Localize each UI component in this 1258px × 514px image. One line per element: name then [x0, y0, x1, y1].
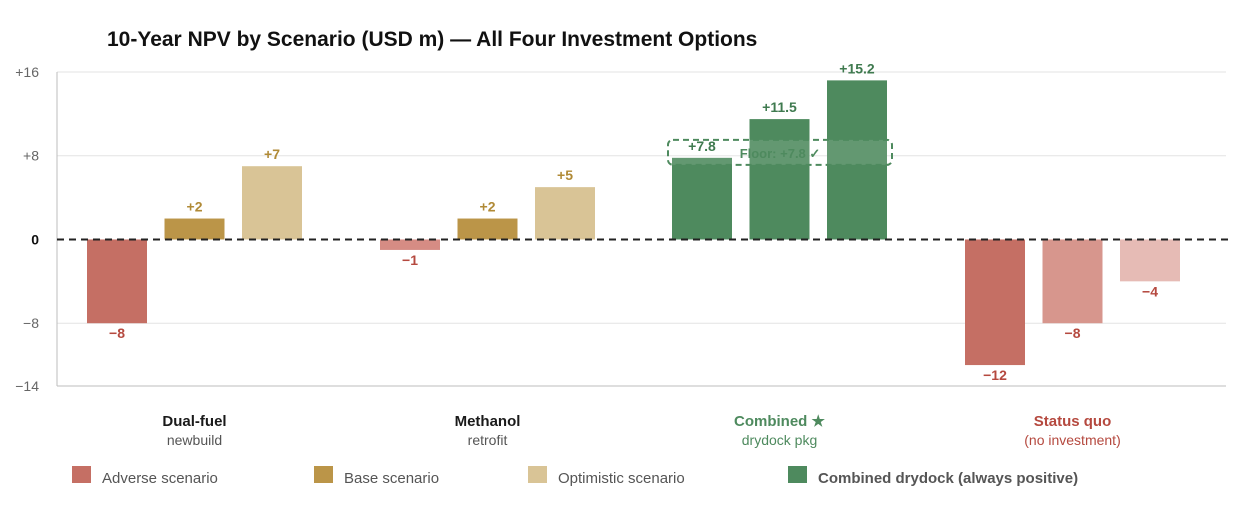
y-tick-label: +8	[23, 148, 39, 164]
legend-label: Optimistic scenario	[558, 470, 685, 487]
floor-annotation-text: Floor: +7.8 ✓	[740, 146, 821, 161]
legend-swatch	[528, 466, 547, 483]
category-subtitle: newbuild	[167, 432, 222, 448]
label-layer: −8 +2 +7 −1 +2 +5 +7.8 +11.5 +15.2 −12 −8 −4	[109, 60, 1158, 383]
bar-value-label: +2	[187, 199, 203, 215]
legend-label: Base scenario	[344, 470, 439, 487]
bar-value-label: +5	[557, 167, 573, 183]
category-name: Methanol	[455, 413, 521, 430]
bar-optimistic	[827, 80, 887, 240]
chart-title: 10-Year NPV by Scenario (USD m) — All Fo…	[107, 28, 757, 51]
y-tick-label: −14	[15, 378, 39, 394]
bar-adverse	[380, 239, 440, 250]
category-label-layer: Dual-fuel newbuild Methanol retrofit Combine…	[162, 413, 1120, 448]
bar-base	[457, 218, 518, 240]
bar-base	[749, 119, 810, 240]
bar-value-label: −12	[983, 367, 1007, 383]
bar-base	[1042, 239, 1103, 324]
annotation-layer: Floor: +7.8 ✓	[667, 138, 893, 166]
bar-value-label: +7.8	[688, 138, 716, 154]
legend-swatch	[72, 466, 91, 483]
bar-value-label: −4	[1142, 283, 1158, 299]
legend-swatch	[314, 466, 333, 483]
y-tick-label: 0	[31, 231, 39, 247]
bar-value-label: −1	[402, 252, 418, 268]
grid-layer: +16 +8 0 −8 −14	[15, 64, 1226, 394]
category-name: Combined ★	[734, 413, 825, 430]
category-subtitle: retrofit	[468, 432, 508, 448]
bar-adverse	[87, 239, 147, 324]
bar-value-label: +15.2	[839, 60, 875, 76]
legend: Adverse scenario Base scenario Optimistic …	[72, 466, 1078, 487]
bar-optimistic	[535, 187, 595, 240]
y-tick-label: +16	[15, 64, 39, 80]
legend-label: Combined drydock (always positive)	[818, 470, 1078, 487]
bar-optimistic	[242, 166, 302, 240]
bar-value-label: −8	[1065, 325, 1081, 341]
floor-annotation-box	[667, 138, 893, 166]
bar-value-label: −8	[109, 325, 125, 341]
bar-layer	[87, 80, 1180, 366]
bar-adverse	[672, 157, 732, 240]
category-name: Dual-fuel	[162, 413, 226, 430]
bar-base	[164, 218, 225, 240]
legend-label: Adverse scenario	[102, 470, 218, 487]
legend-swatch	[788, 466, 807, 483]
bar-adverse	[965, 239, 1025, 366]
bar-optimistic	[1120, 239, 1180, 282]
y-tick-label: −8	[23, 315, 39, 331]
category-subtitle: (no investment)	[1024, 432, 1120, 448]
bar-value-label: +11.5	[762, 99, 797, 115]
category-subtitle: drydock pkg	[742, 432, 817, 448]
bar-value-label: +7	[264, 146, 280, 162]
category-name: Status quo	[1034, 413, 1112, 430]
bar-value-label: +2	[480, 199, 496, 215]
